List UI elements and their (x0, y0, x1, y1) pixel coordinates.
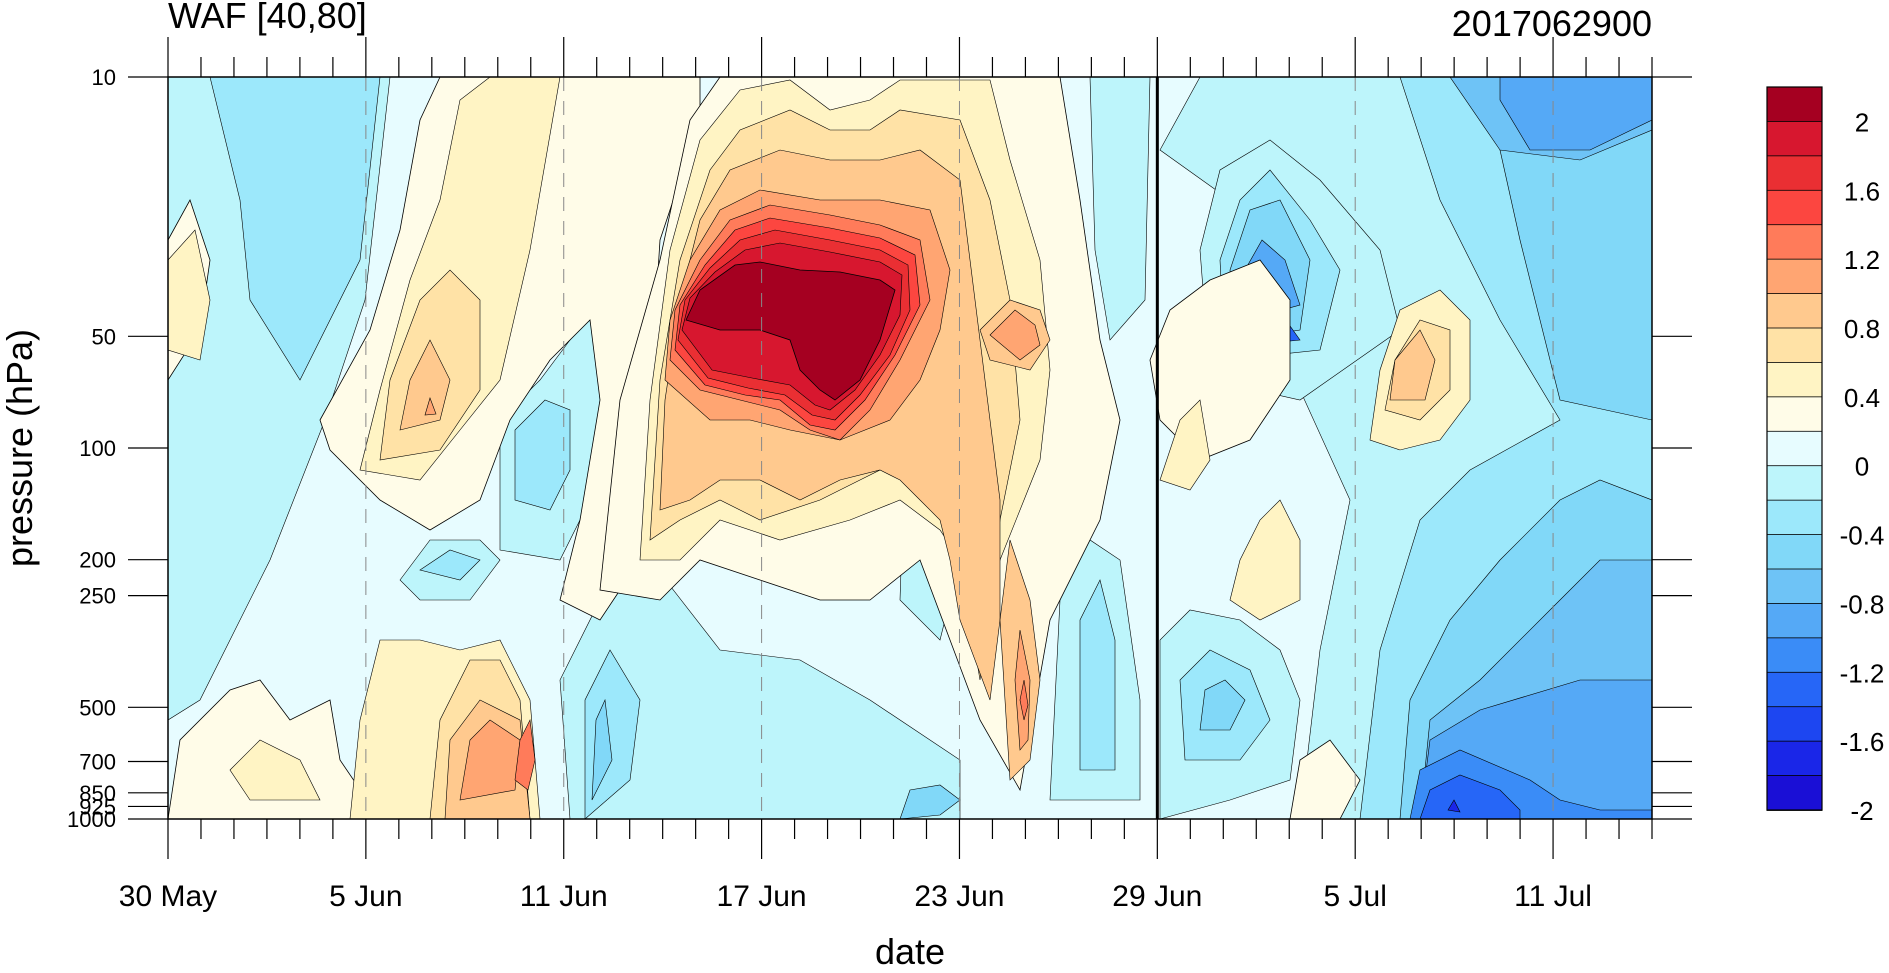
colorbar-swatch (1766, 706, 1823, 743)
colorbar-label: -1.2 (1840, 658, 1885, 688)
chart-title-right: 2017062900 (1452, 3, 1652, 44)
y-tick-label: 1000 (67, 807, 116, 832)
contour-region (1389, 329, 1436, 401)
contour-region (514, 399, 571, 511)
colorbar-swatch (1766, 189, 1823, 226)
contour-field (168, 77, 1652, 819)
contour-region (1199, 679, 1246, 731)
contour-region (459, 719, 521, 801)
colorbar-swatch (1766, 568, 1823, 605)
y-tick-label: 850 (79, 781, 116, 806)
colorbar-label: -0.4 (1840, 521, 1885, 551)
colorbar-swatch (1766, 775, 1823, 811)
x-tick-label: 17 Jun (717, 880, 807, 913)
contour-region (319, 77, 701, 621)
contour-region (591, 698, 613, 801)
colorbar-swatch (1766, 430, 1823, 467)
y-tick-label: 500 (79, 695, 116, 720)
colorbar-label: -1.6 (1840, 727, 1885, 757)
y-tick-label: 200 (79, 548, 116, 573)
colorbar-label: 2 (1855, 107, 1869, 137)
y-tick-label: 925 (79, 794, 116, 819)
y-tick-label: 250 (79, 584, 116, 609)
contour-region (1089, 77, 1151, 341)
x-tick-label: 23 Jun (914, 880, 1004, 913)
colorbar-swatch (1766, 121, 1823, 157)
colorbar-swatch (1766, 603, 1823, 639)
colorbar-swatch (1766, 465, 1823, 502)
contour-region (1289, 739, 1361, 819)
colorbar-swatch (1766, 499, 1823, 536)
contour-region (209, 77, 381, 381)
x-tick-label: 30 May (119, 880, 217, 913)
colorbar-label: 1.6 (1844, 176, 1880, 206)
contour-region (899, 784, 961, 819)
colorbar-label: -0.8 (1840, 589, 1885, 619)
contour-region (1229, 499, 1301, 621)
colorbar-label: 1.2 (1844, 245, 1880, 275)
contour-region (989, 309, 1041, 361)
colorbar-label: 0.4 (1844, 383, 1880, 413)
x-tick-label: 11 Jun (520, 880, 608, 913)
contour-region (229, 739, 321, 801)
contour-region (399, 339, 451, 431)
colorbar-swatch (1766, 327, 1823, 364)
contour-region (1149, 259, 1291, 461)
x-axis: 30 May 5 Jun 11 Jun 17 Jun 23 Jun 29 Jun 5 Jul… (119, 37, 1653, 913)
colorbar-frame (1766, 86, 1823, 811)
y-tick-label: 100 (79, 436, 116, 461)
contour-region (1499, 77, 1652, 151)
colorbar-swatch (1766, 155, 1823, 192)
chart-title-left: WAF [40,80] (168, 0, 367, 36)
colorbar-swatch (1766, 534, 1823, 570)
contour-region (168, 229, 211, 361)
contour-region (1159, 399, 1211, 491)
contour-region (1079, 579, 1116, 771)
contour-region (1019, 679, 1029, 721)
contour-region (424, 397, 437, 416)
contour-region (1419, 774, 1521, 819)
colorbar: 2 1.6 1.2 0.8 0.4 0 -0.4 -0.8 -1.2 -1.6 -2 (1766, 86, 1885, 826)
colorbar-swatch (1766, 86, 1823, 123)
colorbar-swatch (1766, 224, 1823, 261)
colorbar-swatch (1766, 362, 1823, 398)
colorbar-label: 0 (1855, 452, 1869, 482)
colorbar-swatch (1766, 671, 1823, 708)
colorbar-swatch (1766, 258, 1823, 295)
x-tick-label: 29 Jun (1112, 880, 1202, 913)
colorbar-swatch (1766, 293, 1823, 329)
y-tick-label: 10 (92, 65, 116, 90)
colorbar-swatch (1766, 637, 1823, 674)
colorbar-label: 0.8 (1844, 314, 1880, 344)
x-axis-label: date (875, 931, 945, 968)
contour-region (559, 559, 961, 819)
contour-region (685, 261, 896, 401)
y-tick-label: 700 (79, 750, 116, 775)
y-tick-label: 50 (92, 324, 116, 349)
contour-region (514, 718, 536, 791)
x-tick-label: 5 Jun (329, 880, 402, 913)
colorbar-label: -2 (1850, 796, 1873, 826)
x-tick-label: 5 Jul (1324, 880, 1387, 913)
contour-region (419, 549, 481, 581)
y-axis-label: pressure (hPa) (0, 329, 40, 567)
colorbar-swatch (1766, 740, 1823, 777)
colorbar-swatch (1766, 396, 1823, 433)
contour-region (1447, 799, 1461, 813)
x-tick-label: 11 Jul (1514, 880, 1592, 913)
